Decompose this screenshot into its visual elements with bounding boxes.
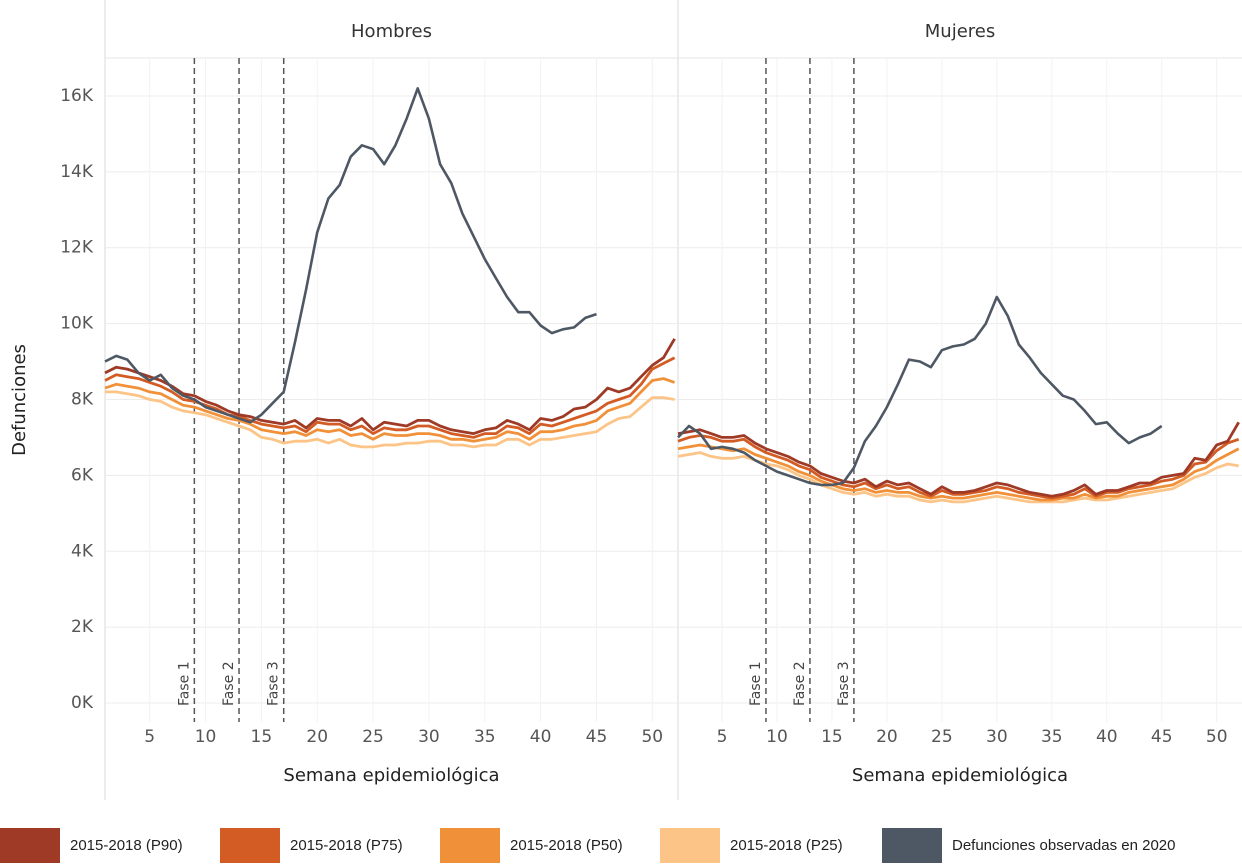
phase-label: Fase 3 <box>266 661 282 706</box>
x-axis-title: Semana epidemiológica <box>283 765 499 786</box>
y-tick-label: 8K <box>71 389 94 409</box>
x-tick-label: 25 <box>362 727 384 747</box>
panel-title: Hombres <box>351 21 432 42</box>
series-line <box>677 434 1240 500</box>
legend-swatch <box>440 828 500 863</box>
legend-swatch <box>0 828 60 863</box>
series-line <box>104 87 597 424</box>
x-tick-label: 15 <box>251 727 273 747</box>
legend-label: Defunciones observadas en 2020 <box>952 837 1176 854</box>
x-tick-label: 30 <box>986 727 1008 747</box>
phase-label: Fase 1 <box>176 661 192 706</box>
legend-swatch <box>882 828 942 863</box>
series-line <box>105 390 675 449</box>
legend-swatch <box>660 828 720 863</box>
x-tick-label: 25 <box>931 727 953 747</box>
phase-label: Fase 3 <box>836 661 852 706</box>
x-tick-label: 50 <box>641 727 663 747</box>
legend-label: 2015-2018 (P75) <box>290 837 403 854</box>
series-line <box>677 421 1240 498</box>
x-tick-label: 45 <box>586 727 608 747</box>
legend-label: 2015-2018 (P25) <box>730 837 843 854</box>
y-tick-label: 12K <box>60 238 94 258</box>
x-tick-label: 35 <box>474 727 496 747</box>
y-tick-label: 6K <box>71 465 94 485</box>
x-tick-label: 35 <box>1041 727 1063 747</box>
phase-label: Fase 1 <box>748 661 764 706</box>
legend-label: 2015-2018 (P50) <box>510 837 623 854</box>
y-tick-label: 2K <box>71 617 94 637</box>
x-tick-label: 10 <box>195 727 217 747</box>
x-tick-label: 30 <box>418 727 440 747</box>
x-tick-label: 5 <box>717 727 728 747</box>
panel-title: Mujeres <box>925 21 995 42</box>
x-tick-label: 5 <box>144 727 155 747</box>
y-tick-label: 10K <box>60 314 94 334</box>
series-line <box>104 377 676 443</box>
x-tick-label: 20 <box>306 727 328 747</box>
y-tick-label: 0K <box>71 693 94 713</box>
x-tick-label: 20 <box>876 727 898 747</box>
x-tick-label: 10 <box>766 727 788 747</box>
y-tick-label: 4K <box>71 541 94 561</box>
phase-label: Fase 2 <box>792 661 808 706</box>
legend-swatch <box>220 828 280 863</box>
legend-label: 2015-2018 (P90) <box>70 837 183 854</box>
y-axis-title: Defunciones <box>9 344 30 456</box>
series-line <box>104 338 676 435</box>
series-line <box>677 451 1239 504</box>
x-tick-label: 45 <box>1151 727 1173 747</box>
y-tick-label: 14K <box>60 162 94 182</box>
x-tick-label: 40 <box>1096 727 1118 747</box>
series-line <box>677 295 1163 487</box>
x-tick-label: 15 <box>821 727 843 747</box>
x-axis-title: Semana epidemiológica <box>852 765 1068 786</box>
x-tick-label: 50 <box>1206 727 1228 747</box>
x-tick-label: 40 <box>530 727 552 747</box>
phase-label: Fase 2 <box>221 661 237 706</box>
y-tick-label: 16K <box>60 86 94 106</box>
series-line <box>677 443 1240 502</box>
